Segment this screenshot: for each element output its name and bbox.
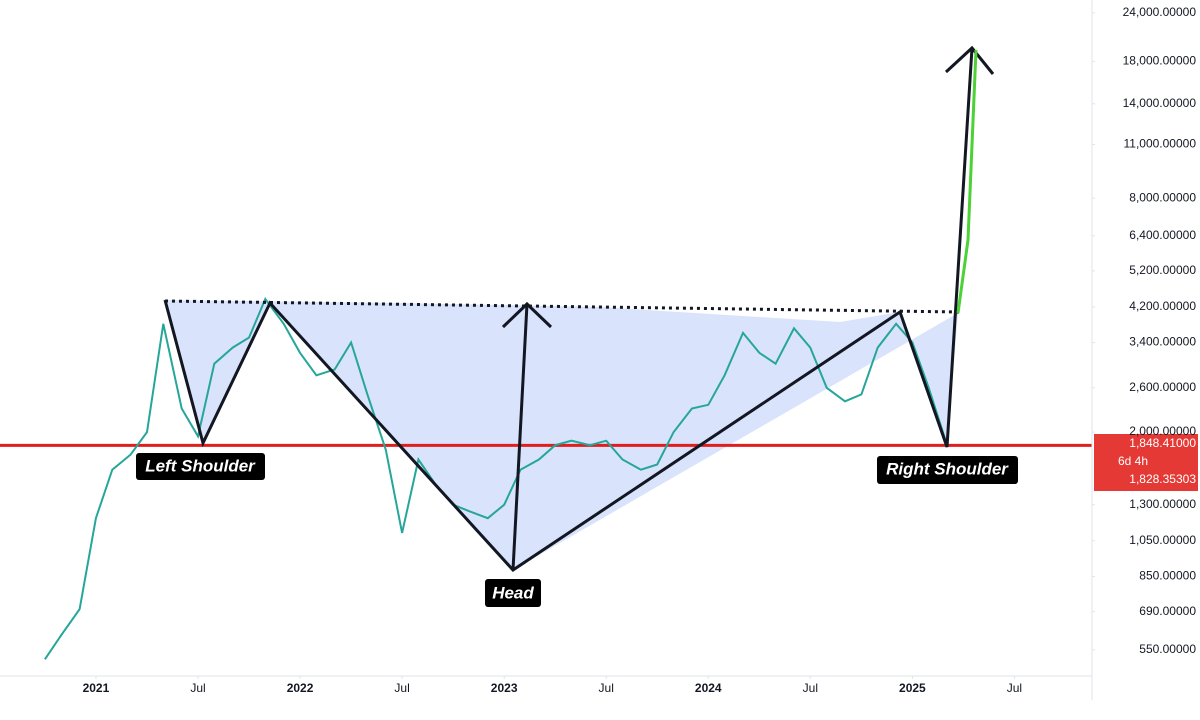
x-tick-label: 2024 (695, 681, 722, 695)
price-box: 1,848.41000 6d 4h 1,828.35303 (1094, 434, 1198, 491)
projection (956, 49, 978, 314)
x-tick-label: Jul (803, 681, 818, 695)
label-box (136, 453, 265, 480)
y-tick-label: 690.00000 (1139, 604, 1196, 618)
target-arrow (944, 45, 995, 75)
bid-price: 1,828.35303 (1129, 472, 1196, 486)
price-box-bg (1094, 434, 1198, 491)
y-tick-label: 1,050.00000 (1129, 533, 1196, 547)
y-tick-label: 5,200.00000 (1129, 263, 1196, 277)
head-line (511, 303, 529, 571)
x-tick-label: 2025 (899, 681, 926, 695)
plot-area (0, 296, 1092, 660)
annotation: Right Shoulder (886, 459, 1009, 478)
y-tick-label: 24,000.00000 (1123, 5, 1197, 19)
x-tick-label: Jul (599, 681, 614, 695)
x-tick-label: 2021 (83, 681, 110, 695)
label-box (877, 456, 1018, 484)
y-tick-label: 8,000.00000 (1129, 190, 1196, 204)
y-tick-label: 4,200.00000 (1129, 299, 1196, 313)
annotation: Left Shoulder (145, 456, 256, 475)
pattern-fill (165, 300, 958, 570)
x-tick-label: 2023 (491, 681, 518, 695)
y-tick-label: 2,000.00000 (1129, 424, 1196, 438)
y-tick-label: 11,000.00000 (1123, 137, 1196, 151)
x-tick-label: 2022 (287, 681, 314, 695)
y-tick-label: 2,600.00000 (1129, 380, 1196, 394)
x-tick-label: Jul (394, 681, 409, 695)
y-tick-label: 850.00000 (1139, 569, 1196, 583)
price-line-series (44, 296, 949, 660)
countdown: 6d 4h (1118, 454, 1148, 468)
current-price: 1,848.41000 (1129, 436, 1196, 450)
y-tick-label: 1,300.00000 (1129, 497, 1196, 511)
y-tick-label: 6,400.00000 (1129, 228, 1196, 242)
x-tick-label: Jul (190, 681, 205, 695)
y-tick-label: 14,000.00000 (1123, 96, 1197, 110)
y-tick-label: 3,400.00000 (1129, 335, 1196, 349)
y-tick-label: 550.00000 (1139, 642, 1196, 656)
annotation: Head (492, 583, 534, 602)
y-tick-label: 18,000.00000 (1123, 54, 1197, 68)
label-box (485, 579, 541, 607)
x-tick-label: Jul (1007, 681, 1022, 695)
